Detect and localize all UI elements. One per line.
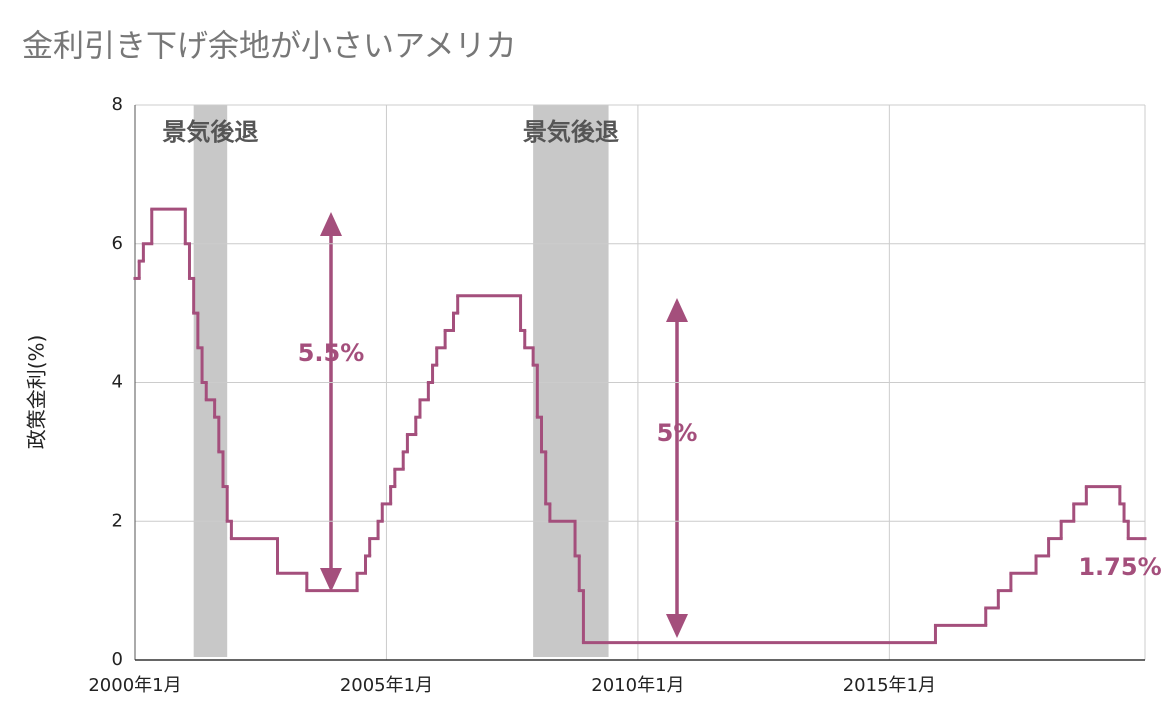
arrow-head — [320, 212, 342, 236]
recession-label: 景気後退 — [523, 118, 619, 146]
arrow-head — [320, 568, 342, 592]
recession-band — [533, 105, 609, 657]
annotation-arrows — [320, 212, 688, 638]
y-tick-label: 4 — [112, 372, 123, 393]
arrow-head — [666, 298, 688, 322]
annotation-label: 5% — [657, 419, 698, 447]
y-axis-label: 政策金利(%) — [25, 335, 49, 450]
chart-title: 金利引き下げ余地が小さいアメリカ — [22, 29, 516, 65]
x-tick-label: 2010年1月 — [591, 675, 684, 696]
recession-band — [193, 105, 228, 657]
recession-label: 景気後退 — [162, 118, 258, 146]
y-tick-label: 8 — [112, 94, 123, 115]
arrow-head — [666, 614, 688, 638]
x-tick-label: 2015年1月 — [843, 675, 936, 696]
x-tick-label: 2005年1月 — [340, 675, 433, 696]
y-tick-label: 2 — [112, 510, 123, 531]
y-tick-label: 6 — [112, 233, 123, 254]
x-tick-label: 2000年1月 — [88, 675, 181, 696]
annotation-label: 1.75% — [1078, 553, 1161, 581]
y-tick-label: 0 — [112, 649, 123, 670]
annotation-label: 5.5% — [298, 339, 365, 367]
